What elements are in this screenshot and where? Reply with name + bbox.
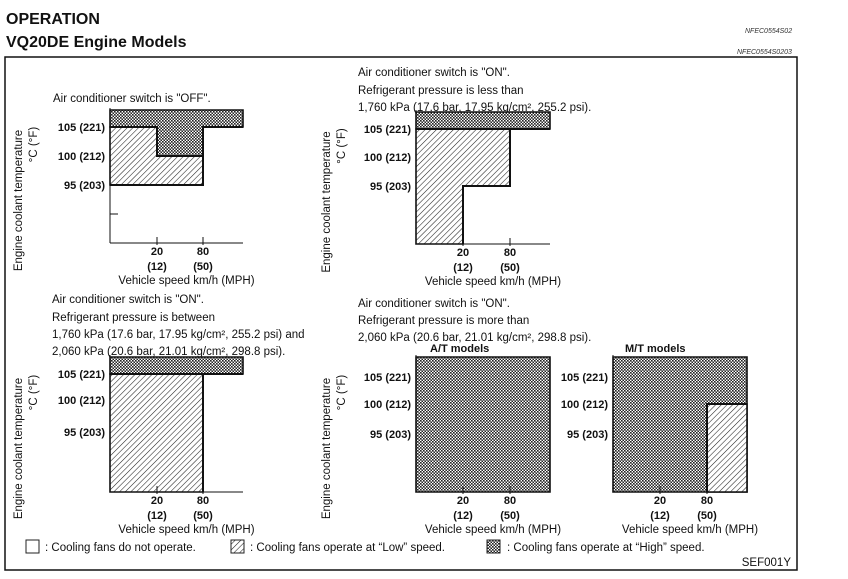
- x-tick-label-mph: (50): [697, 510, 717, 522]
- y-tick-label: 105 (221): [561, 372, 608, 384]
- page-subtitle: VQ20DE Engine Models: [6, 34, 187, 51]
- chart-caption-line: 1,760 kPa (17.6 bar, 17.95 kg/cm², 255.2…: [52, 329, 305, 341]
- chart-caption-line: Refrigerant pressure is more than: [358, 315, 529, 327]
- fan-operation-chart: Air conditioner switch is "ON". Refrigera…: [321, 298, 591, 536]
- legend-off-swatch: [25, 539, 40, 554]
- x-tick-label-kmh: 80: [504, 247, 516, 259]
- y-tick-label: 95 (203): [567, 429, 608, 441]
- x-tick-label-kmh: 20: [457, 495, 469, 507]
- x-axis-label: Vehicle speed km/h (MPH): [118, 524, 254, 536]
- x-tick-label-kmh: 80: [504, 495, 516, 507]
- y-tick-label: 95 (203): [64, 180, 105, 192]
- x-axis-label: Vehicle speed km/h (MPH): [425, 524, 561, 536]
- high-speed-region: [415, 111, 551, 130]
- region-boundary: [110, 373, 243, 492]
- y-tick-label: 100 (212): [364, 399, 411, 411]
- x-tick-label-kmh: 80: [197, 495, 209, 507]
- x-tick-label-mph: (50): [500, 510, 520, 522]
- y-tick-label: 100 (212): [58, 395, 105, 407]
- y-tick-label: 100 (212): [364, 152, 411, 164]
- chart-caption-line: 2,060 kPa (20.6 bar, 21.01 kg/cm², 298.8…: [358, 332, 591, 344]
- region-boundary: [110, 126, 243, 186]
- x-axis-label: Vehicle speed km/h (MPH): [118, 275, 254, 287]
- model-subtitle: M/T models: [625, 343, 686, 355]
- x-tick-label-kmh: 80: [701, 495, 713, 507]
- low-speed-region: [109, 373, 204, 493]
- high-speed-region: [415, 356, 551, 493]
- x-tick-label-mph: (12): [650, 510, 670, 522]
- y-tick-label: 95 (203): [64, 427, 105, 439]
- y-tick-label: 105 (221): [58, 122, 105, 134]
- y-tick-label: 105 (221): [58, 369, 105, 381]
- legend-off-label: : Cooling fans do not operate.: [45, 542, 196, 554]
- chart-caption-line: Air conditioner switch is "ON".: [358, 67, 510, 79]
- y-axis-unit: °C (°F): [28, 375, 40, 411]
- y-tick-label: 95 (203): [370, 181, 411, 193]
- x-tick-label-mph: (50): [193, 261, 213, 273]
- y-tick-label: 105 (221): [364, 124, 411, 136]
- x-tick-label-mph: (12): [147, 261, 167, 273]
- model-subtitle: A/T models: [430, 343, 489, 355]
- y-axis-label: Engine coolant temperature: [13, 378, 25, 519]
- y-tick-label: 100 (212): [58, 151, 105, 163]
- legend-low-swatch: [230, 539, 245, 554]
- fan-operation-chart: M/T models 105 (221) 100 (212) 95 (203) 20 (1…: [561, 343, 758, 536]
- x-tick-label-mph: (12): [453, 262, 473, 274]
- x-tick-label-kmh: 20: [457, 247, 469, 259]
- reference-code: NFEC0554S02: [745, 28, 792, 35]
- fan-operation-chart: Air conditioner switch is "ON". Refrigera…: [321, 67, 591, 288]
- section-title: OPERATION: [6, 11, 100, 28]
- x-tick-label-kmh: 20: [151, 246, 163, 258]
- y-axis-unit: °C (°F): [336, 375, 348, 411]
- chart-caption-line: Refrigerant pressure is between: [52, 312, 215, 324]
- chart-caption-line: Air conditioner switch is "ON".: [52, 294, 204, 306]
- chart-caption-line: Air conditioner switch is "OFF".: [53, 93, 211, 105]
- x-tick-label-mph: (50): [500, 262, 520, 274]
- region-boundary: [706, 403, 747, 492]
- x-tick-label-mph: (50): [193, 510, 213, 522]
- y-axis-label: Engine coolant temperature: [321, 378, 333, 519]
- reference-code: NFEC0554S0203: [737, 49, 792, 56]
- low-speed-region: [706, 403, 748, 493]
- y-axis-unit: °C (°F): [336, 128, 348, 164]
- x-tick-label-mph: (12): [147, 510, 167, 522]
- figure-frame: [4, 56, 798, 571]
- legend: : Cooling fans do not operate. : Cooling…: [25, 539, 705, 554]
- x-tick-label-kmh: 20: [151, 495, 163, 507]
- x-tick-label-kmh: 80: [197, 246, 209, 258]
- y-tick-label: 95 (203): [370, 429, 411, 441]
- y-axis-label: Engine coolant temperature: [13, 130, 25, 271]
- y-axis-label: Engine coolant temperature: [321, 131, 333, 272]
- fan-operation-chart: Air conditioner switch is "ON". Refrigera…: [13, 294, 305, 536]
- legend-high-swatch: [486, 539, 501, 554]
- region-boundary: [416, 128, 550, 244]
- fan-operation-chart: Air conditioner switch is "OFF". 105 (221…: [13, 93, 255, 287]
- x-tick-label-mph: (12): [453, 510, 473, 522]
- legend-high-label: : Cooling fans operate at “High” speed.: [507, 542, 705, 554]
- chart-caption-line: Air conditioner switch is "ON".: [358, 298, 510, 310]
- x-axis-label: Vehicle speed km/h (MPH): [425, 276, 561, 288]
- x-tick-label-kmh: 20: [654, 495, 666, 507]
- y-tick-label: 100 (212): [561, 399, 608, 411]
- legend-low-label: : Cooling fans operate at “Low” speed.: [250, 542, 445, 554]
- y-tick-label: 105 (221): [364, 372, 411, 384]
- high-speed-region: [109, 356, 244, 375]
- y-axis-unit: °C (°F): [28, 127, 40, 163]
- x-axis-label: Vehicle speed km/h (MPH): [622, 524, 758, 536]
- chart-caption-line: Refrigerant pressure is less than: [358, 85, 524, 97]
- figure-id: SEF001Y: [742, 557, 792, 569]
